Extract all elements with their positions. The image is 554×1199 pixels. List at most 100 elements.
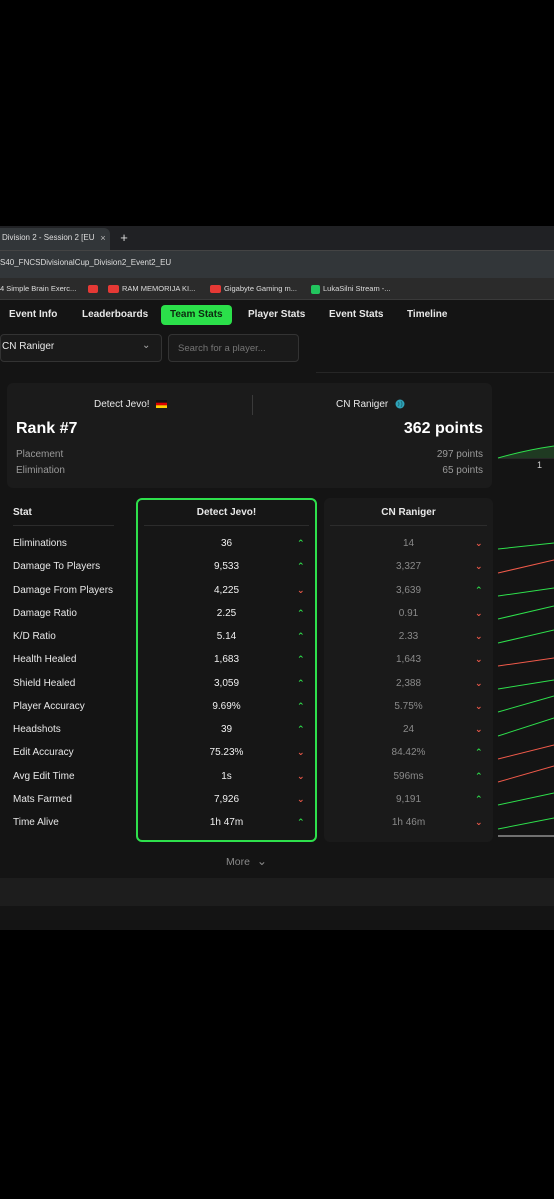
arrow-down-icon: ⌄ xyxy=(475,678,483,688)
team2-stat-value: 0.91 xyxy=(398,608,419,619)
placement-value: 297 points xyxy=(436,449,483,460)
tab-close-icon[interactable]: × xyxy=(100,233,106,243)
tab-timeline[interactable]: Timeline xyxy=(407,309,448,320)
footer-band xyxy=(0,878,554,906)
team1-stat-value: 1,683 xyxy=(213,654,240,665)
team1-stat-value: 9,533 xyxy=(213,561,240,572)
arrow-down-icon: ⌄ xyxy=(475,561,483,571)
bookmark-favicon-icon xyxy=(210,285,221,294)
team1-stat-value: 39 xyxy=(220,724,233,735)
team1-stats-column xyxy=(136,498,317,842)
divider xyxy=(144,525,309,526)
stat-label: Edit Accuracy xyxy=(13,747,74,758)
team1-stat-value: 7,926 xyxy=(213,794,240,805)
tab-event-stats[interactable]: Event Stats xyxy=(329,309,384,320)
elimination-label: Elimination xyxy=(16,465,65,476)
team1-stat-value: 75.23% xyxy=(209,747,244,758)
more-button[interactable]: More ⌄ xyxy=(226,854,267,868)
team2-stat-value: 9,191 xyxy=(395,794,422,805)
team1-stat-value: 3,059 xyxy=(213,678,240,689)
bookmark-label: 4 Simple Brain Exerc... xyxy=(0,284,77,293)
arrow-up-icon: ⌃ xyxy=(297,701,305,711)
chevron-down-icon: ⌄ xyxy=(142,340,151,351)
team1-stat-value: 4,225 xyxy=(213,585,240,596)
browser-tab[interactable]: Division 2 - Session 2 [EU xyxy=(0,228,110,250)
youtube-icon xyxy=(88,285,98,294)
stat-label: Mats Farmed xyxy=(13,794,72,805)
tab-event-info[interactable]: Event Info xyxy=(9,309,58,320)
team2-stat-value: 3,327 xyxy=(395,561,422,572)
bookmark-brain-exercises[interactable]: 4 Simple Brain Exerc... xyxy=(0,283,76,295)
graph-line xyxy=(497,445,554,459)
placement-label: Placement xyxy=(16,449,64,460)
graph-tick-label: 1 xyxy=(537,460,542,470)
team2-stat-value: 5.75% xyxy=(394,701,423,712)
tab-team-stats[interactable]: Team Stats xyxy=(161,305,232,325)
team2-stat-value: 3,639 xyxy=(395,585,422,596)
browser-tab-title: Division 2 - Session 2 [EU xyxy=(2,233,95,242)
stat-label: Player Accuracy xyxy=(13,701,85,712)
arrow-up-icon: ⌃ xyxy=(297,631,305,641)
arrow-down-icon: ⌄ xyxy=(475,817,483,827)
team2-stat-value: 1h 46m xyxy=(391,817,426,828)
arrow-down-icon: ⌄ xyxy=(297,747,305,757)
stat-label: Shield Healed xyxy=(13,678,76,689)
globe-icon xyxy=(395,399,405,409)
arrow-down-icon: ⌄ xyxy=(297,794,305,804)
arrow-up-icon: ⌃ xyxy=(297,608,305,618)
stat-column-header: Stat xyxy=(13,507,32,518)
bookmark-youtube[interactable] xyxy=(88,283,101,295)
divider xyxy=(330,525,487,526)
more-label: More xyxy=(226,856,250,868)
team-select[interactable] xyxy=(0,334,162,362)
team-points: 362 points xyxy=(403,420,483,437)
team1-column-header: Detect Jevo! xyxy=(196,507,257,518)
team-select-value: CN Raniger xyxy=(2,341,55,352)
chevron-down-icon: ⌄ xyxy=(256,854,267,868)
bookmark-label: LukaSilni Stream -... xyxy=(323,284,391,293)
arrow-up-icon: ⌃ xyxy=(297,654,305,664)
team-rank: Rank #7 xyxy=(16,420,78,437)
stat-label: Damage Ratio xyxy=(13,608,77,619)
summary-team1-name: Detect Jevo! xyxy=(94,399,150,410)
arrow-up-icon: ⌃ xyxy=(475,771,483,781)
team1-stat-value: 1h 47m xyxy=(209,817,244,828)
arrow-up-icon: ⌃ xyxy=(475,585,483,595)
tab-leaderboards[interactable]: Leaderboards xyxy=(82,309,149,320)
bookmarks-bar xyxy=(0,278,554,300)
arrow-down-icon: ⌄ xyxy=(475,631,483,641)
bookmark-favicon-icon xyxy=(108,285,119,294)
address-bar[interactable] xyxy=(0,250,554,278)
tab-player-stats[interactable]: Player Stats xyxy=(248,309,306,320)
row-sparklines xyxy=(497,542,554,837)
arrow-down-icon: ⌄ xyxy=(297,771,305,781)
bookmark-label: RAM MEMORIJA KI... xyxy=(122,284,196,293)
bookmark-label: Gigabyte Gaming m... xyxy=(224,284,297,293)
bookmark-gigabyte[interactable]: Gigabyte Gaming m... xyxy=(210,283,297,295)
graph-area xyxy=(498,446,554,458)
team2-stat-value: 84.42% xyxy=(391,747,426,758)
arrow-down-icon: ⌄ xyxy=(475,654,483,664)
url-text[interactable]: S40_FNCSDivisionalCup_Division2_Event2_E… xyxy=(0,258,172,267)
stat-label: Eliminations xyxy=(13,538,67,549)
arrow-up-icon: ⌃ xyxy=(297,817,305,827)
team-summary-card xyxy=(7,383,492,488)
team1-stat-value: 1s xyxy=(221,771,232,782)
bookmark-lukasilni[interactable]: LukaSilni Stream -... xyxy=(311,283,391,295)
arrow-down-icon: ⌄ xyxy=(475,608,483,618)
team1-stat-value: 36 xyxy=(220,538,233,549)
arrow-up-icon: ⌃ xyxy=(297,678,305,688)
team2-stat-value: 2,388 xyxy=(395,678,422,689)
arrow-down-icon: ⌄ xyxy=(475,701,483,711)
bookmark-ram-memorija[interactable]: RAM MEMORIJA KI... xyxy=(108,283,195,295)
elimination-value: 65 points xyxy=(442,465,483,476)
team1-stat-value: 5.14 xyxy=(216,631,237,642)
arrow-down-icon: ⌄ xyxy=(475,538,483,548)
team1-stat-value: 9.69% xyxy=(212,701,241,712)
arrow-up-icon: ⌃ xyxy=(475,747,483,757)
arrow-up-icon: ⌃ xyxy=(297,561,305,571)
player-search-input[interactable] xyxy=(168,334,299,362)
team2-stat-value: 2.33 xyxy=(398,631,419,642)
summary-divider xyxy=(252,395,253,415)
new-tab-button[interactable]: + xyxy=(120,230,128,245)
